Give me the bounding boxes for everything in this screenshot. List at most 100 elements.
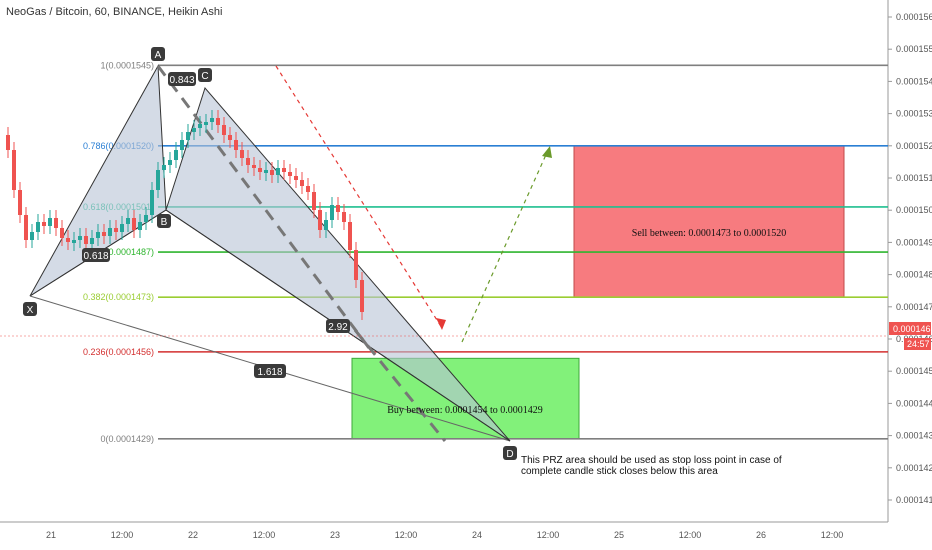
candle-body xyxy=(168,160,172,165)
candle-body xyxy=(60,228,64,238)
candle-body xyxy=(336,205,340,212)
point-a: A xyxy=(151,47,165,61)
candle-body xyxy=(324,220,328,230)
candle-body xyxy=(174,150,178,160)
candle-body xyxy=(114,228,118,232)
forecast-down-arrowhead xyxy=(436,318,446,330)
candle-body xyxy=(318,210,322,230)
candle-body xyxy=(330,205,334,220)
candle-body xyxy=(342,212,346,222)
buy-zone-text: Buy between: 0.0001454 to 0.0001429 xyxy=(387,405,543,416)
svg-text:1.618: 1.618 xyxy=(257,367,282,378)
x-tick-label: 22 xyxy=(188,530,198,540)
candle-body xyxy=(96,232,100,238)
svg-text:2.92: 2.92 xyxy=(328,322,348,333)
point-x: X xyxy=(23,302,37,316)
candle-body xyxy=(234,140,238,150)
current-price-label: 0.0001463 xyxy=(893,324,932,334)
chart-title: NeoGas / Bitcoin, 60, BINANCE, Heikin As… xyxy=(6,6,223,18)
point-d: D xyxy=(503,446,517,460)
candle-body xyxy=(306,186,310,192)
candle-body xyxy=(252,165,256,168)
candle-body xyxy=(312,192,316,210)
candle-body xyxy=(282,168,286,172)
candle-body xyxy=(156,170,160,190)
candle-body xyxy=(138,222,142,230)
point-c: C xyxy=(198,68,212,82)
candle-body xyxy=(192,128,196,132)
candle-body xyxy=(228,135,232,140)
x-tick-label: 12:00 xyxy=(111,530,134,540)
candle-body xyxy=(78,236,82,240)
candle-body xyxy=(24,215,28,240)
candle-body xyxy=(294,176,298,180)
forecast-down-arrow xyxy=(275,65,443,329)
svg-text:A: A xyxy=(155,50,162,61)
svg-text:D: D xyxy=(506,449,513,460)
candle-body xyxy=(276,168,280,175)
sell-zone xyxy=(573,145,845,298)
ratio-xab: 0.618 xyxy=(82,248,110,262)
candle-body xyxy=(72,240,76,243)
candle-body xyxy=(354,250,358,280)
candle-body xyxy=(162,165,166,170)
candle-body xyxy=(102,232,106,236)
candle-body xyxy=(30,232,34,240)
candle-body xyxy=(216,118,220,125)
point-b: B xyxy=(157,214,171,228)
fib-label: 0.236(0.0001456) xyxy=(83,347,154,357)
x-axis-ticks: 21 12:00 22 12:00 23 12:00 24 12:00 25 12:00 26 12:… xyxy=(46,530,843,540)
candle-body xyxy=(42,222,46,226)
candle-body xyxy=(360,280,364,312)
candle-body xyxy=(36,222,40,232)
candle-body xyxy=(18,190,22,215)
candle-body xyxy=(150,190,154,215)
x-tick-label: 12:00 xyxy=(537,530,560,540)
candle-body xyxy=(48,218,52,226)
candle-body xyxy=(198,124,202,128)
fib-label: 1(0.0001545) xyxy=(100,60,154,70)
x-tick-label: 24 xyxy=(472,530,482,540)
candle-body xyxy=(120,224,124,232)
candle-body xyxy=(180,140,184,150)
x-tick-label: 12:00 xyxy=(821,530,844,540)
svg-text:X: X xyxy=(27,305,34,316)
candle-body xyxy=(6,135,10,150)
ratio-bcd: 2.92 xyxy=(326,319,350,333)
candle-body xyxy=(288,172,292,176)
candle-body xyxy=(264,170,268,173)
candle-body xyxy=(348,222,352,250)
fib-label: 0.5(0.0001487) xyxy=(93,247,154,257)
candle-body xyxy=(210,118,214,122)
candle-body xyxy=(54,218,58,228)
candle-body xyxy=(246,158,250,165)
candle-body xyxy=(108,228,112,236)
ratio-xac: 0.843 xyxy=(168,72,196,86)
candle-body xyxy=(300,180,304,186)
candle-body xyxy=(66,238,70,242)
candle-body xyxy=(144,215,148,222)
candle-body xyxy=(204,122,208,125)
countdown-badge xyxy=(904,338,931,350)
sell-zone-text: Sell between: 0.0001473 to 0.0001520 xyxy=(632,228,786,239)
candle-body xyxy=(270,170,274,175)
candle-body xyxy=(90,238,94,244)
candle-body xyxy=(12,150,16,190)
ratio-xad: 1.618 xyxy=(254,364,286,378)
candle-body xyxy=(126,218,130,224)
x-tick-label: 26 xyxy=(756,530,766,540)
x-tick-label: 21 xyxy=(46,530,56,540)
countdown-label: 24:57 xyxy=(907,339,930,349)
candle-body xyxy=(84,236,88,244)
